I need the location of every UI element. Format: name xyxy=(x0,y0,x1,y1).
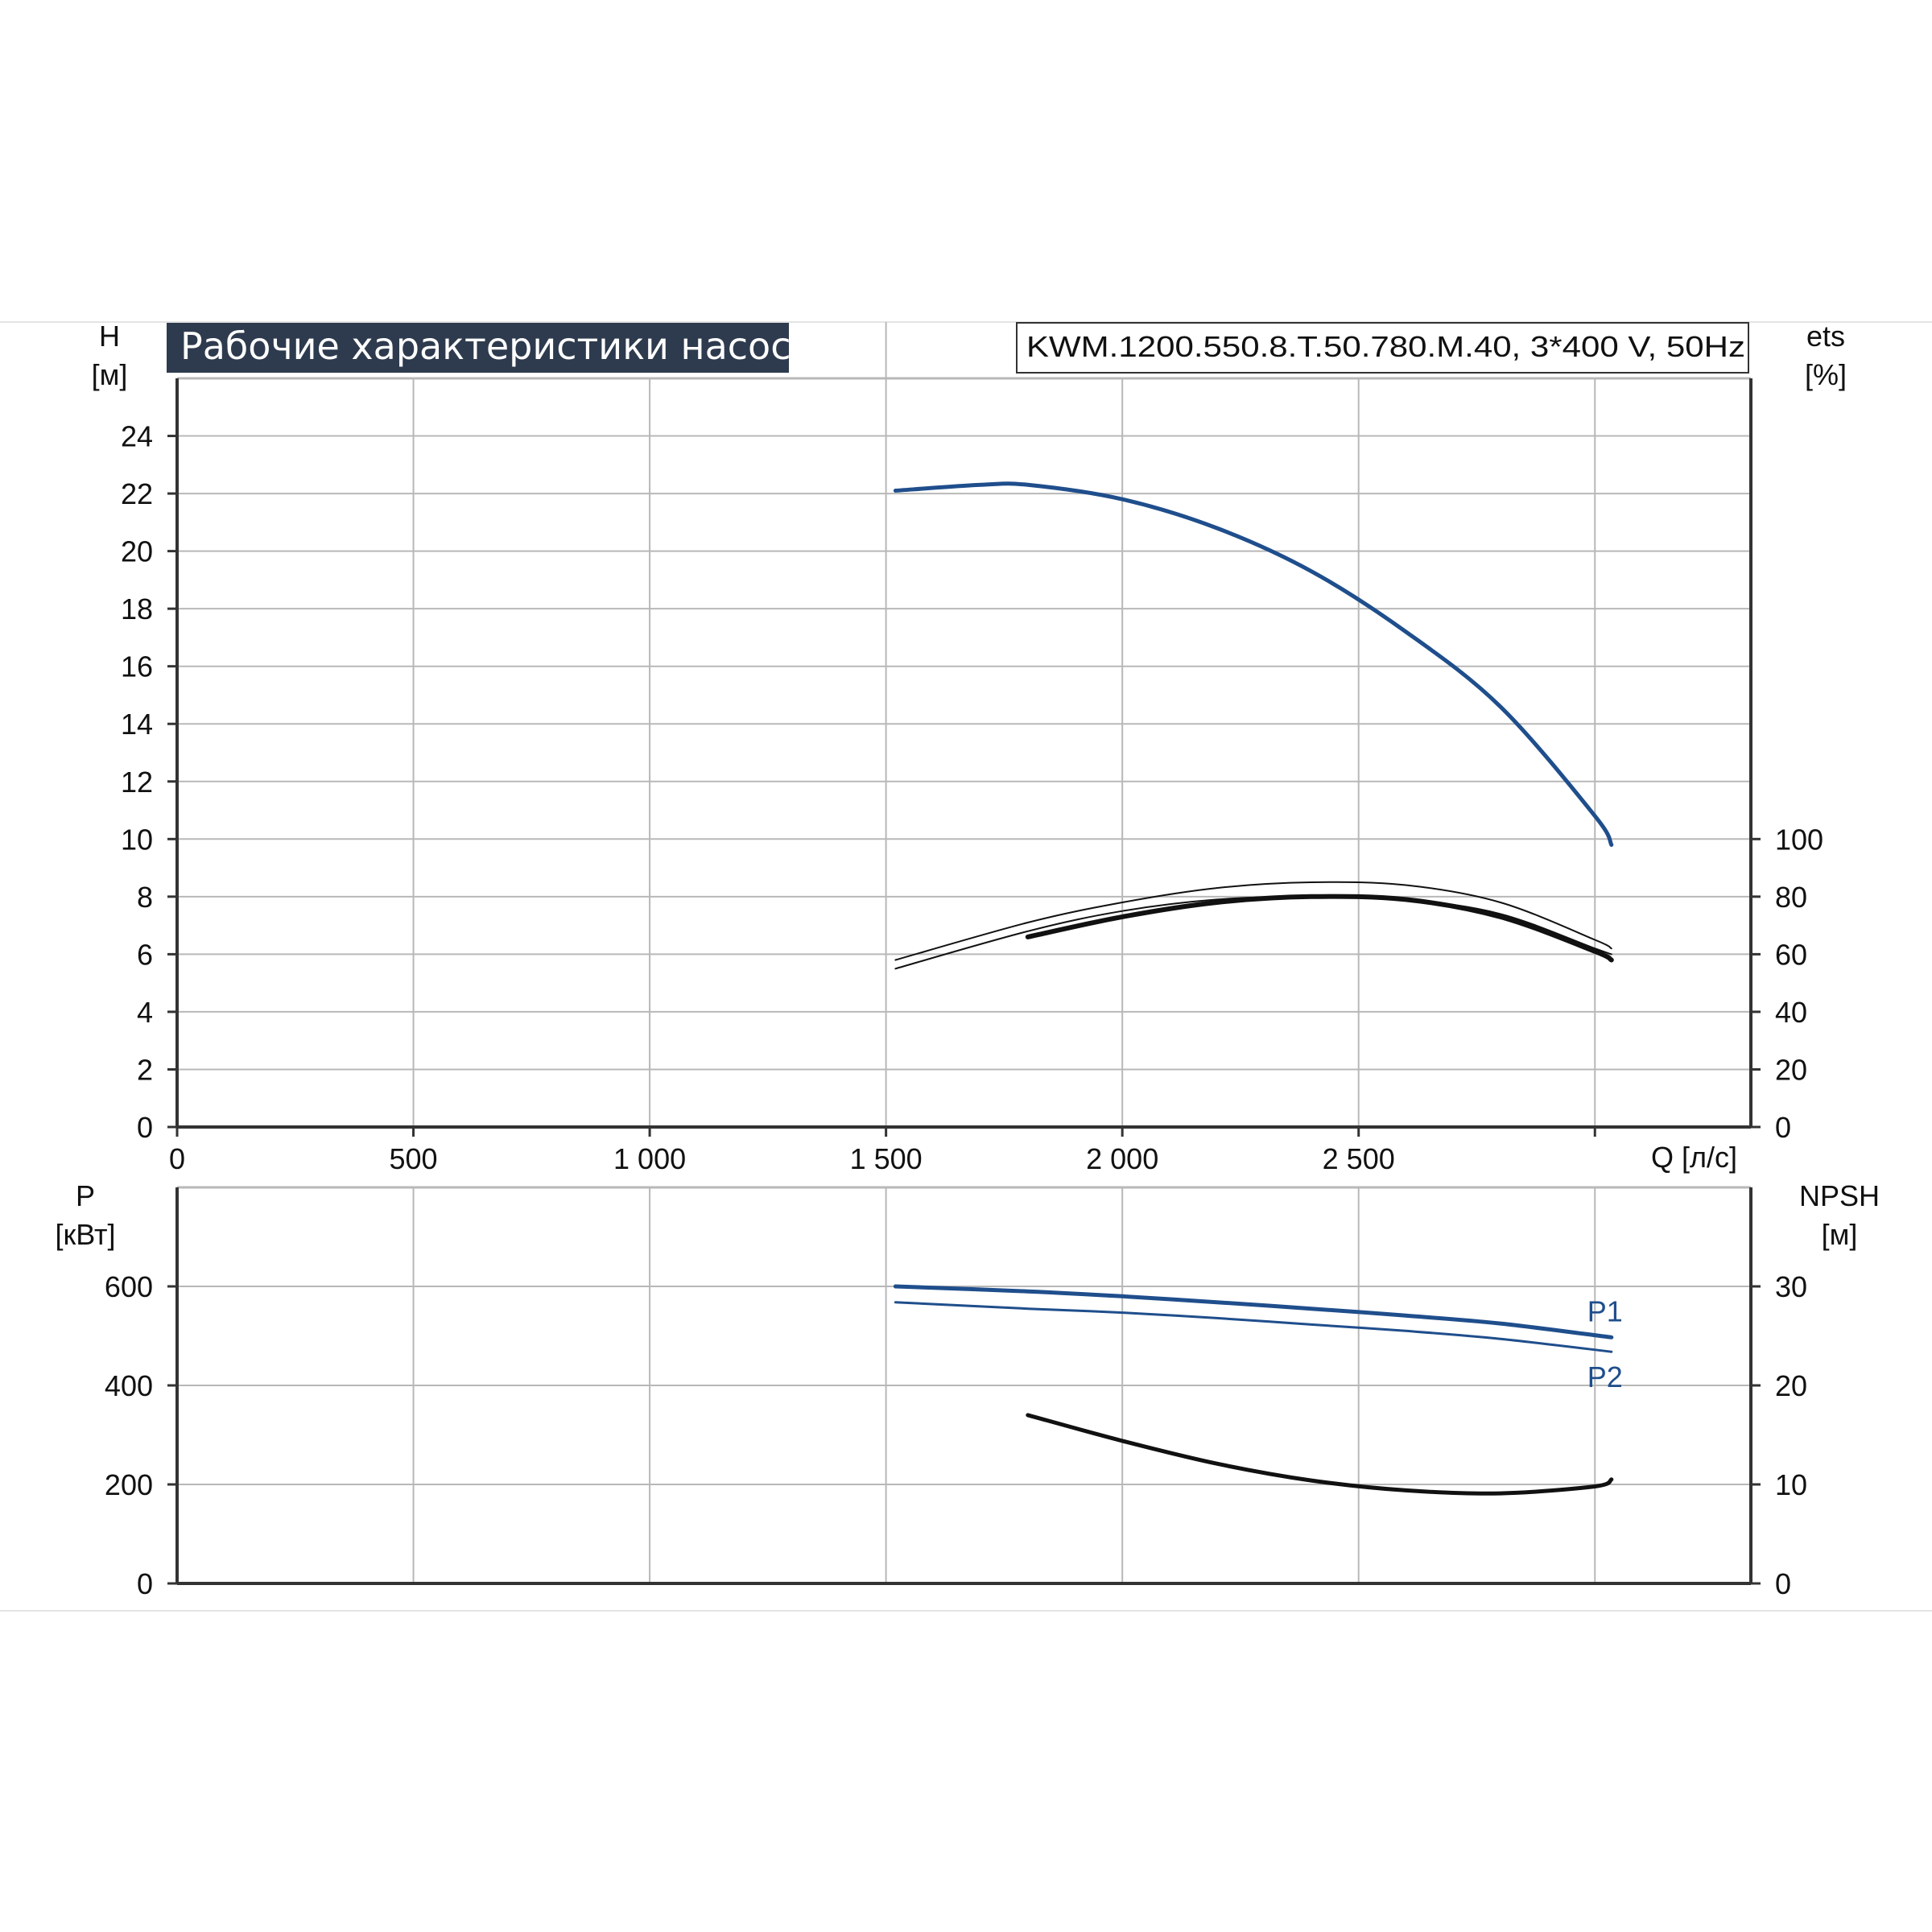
series-p1 xyxy=(893,1284,1614,1340)
top-y2label: ets [%] xyxy=(1805,320,1847,391)
bottom-chart-grid xyxy=(177,1186,1751,1583)
y-tick-label: 4 xyxy=(137,996,153,1029)
y-tick-label: 0 xyxy=(137,1567,153,1600)
y2-tick-label: 20 xyxy=(1775,1053,1807,1086)
y-tick-label: 0 xyxy=(137,1111,153,1144)
series-label-p1: P1 xyxy=(1587,1294,1623,1327)
y2-tick-label: 100 xyxy=(1775,823,1823,856)
y-tick-label: 10 xyxy=(121,823,153,856)
bottom-y2label: NPSH [м] xyxy=(1799,1179,1880,1251)
y-tick-label: 22 xyxy=(121,477,153,510)
y2-tick-label: 80 xyxy=(1775,881,1807,914)
top-chart-series xyxy=(893,481,1614,970)
x-tick-label: 500 xyxy=(390,1142,438,1175)
y-tick-label: 18 xyxy=(121,592,153,625)
y-tick-label: 200 xyxy=(105,1468,153,1501)
series-curve-1-3 xyxy=(894,895,1612,970)
y-tick-label: 16 xyxy=(121,650,153,683)
y-tick-label: 6 xyxy=(137,938,153,971)
model-box xyxy=(1016,322,1749,374)
y2-tick-label: 60 xyxy=(1775,938,1807,971)
chart-title: Рабочие характеристики насоса xyxy=(180,324,814,368)
x-tick-label: 2 500 xyxy=(1323,1142,1395,1175)
y-tick-label: 14 xyxy=(121,708,153,741)
series-label-p2: P2 xyxy=(1587,1360,1623,1393)
y-tick-label: 24 xyxy=(121,420,153,453)
y-tick-label: 600 xyxy=(105,1270,153,1303)
series-p2 xyxy=(894,1301,1613,1353)
x-tick-label: 1 500 xyxy=(850,1142,923,1175)
x-tick-label: 2 000 xyxy=(1086,1142,1158,1175)
bottom-ylabel: P [кВт] xyxy=(55,1179,115,1251)
series-curve-1-1 xyxy=(893,481,1614,847)
y-tick-label: 20 xyxy=(121,535,153,568)
x-tick-label: 0 xyxy=(169,1142,185,1175)
bottom-chart-series: P1 P2 xyxy=(893,1284,1623,1496)
y-tick-label: 400 xyxy=(105,1369,153,1402)
bottom-chart-axes: 0 200 400 600 0 10 20 30 xyxy=(105,1187,1807,1600)
y-tick-label: 8 xyxy=(137,881,153,914)
series-curve-2-3 xyxy=(1026,1413,1614,1496)
x-tick-label: 1 000 xyxy=(613,1142,686,1175)
y-tick-label: 2 xyxy=(137,1053,153,1086)
series-curve-1-4 xyxy=(1025,894,1614,963)
model-label: KWM.1200.550.8.T.50.780.M.40, 3*400 V, 5… xyxy=(1026,330,1745,363)
y2-tick-label: 10 xyxy=(1775,1468,1807,1501)
series-curve-1-2 xyxy=(894,881,1612,961)
y2-tick-label: 30 xyxy=(1775,1270,1807,1303)
title-box xyxy=(167,323,789,373)
y2-tick-label: 0 xyxy=(1775,1111,1791,1144)
y2-tick-label: 0 xyxy=(1775,1567,1791,1600)
y2-tick-label: 40 xyxy=(1775,996,1807,1029)
top-ylabel: H [м] xyxy=(92,320,128,391)
x-axis-label: Q [л/с] xyxy=(1651,1141,1737,1174)
y-tick-label: 12 xyxy=(121,766,153,799)
y2-tick-label: 20 xyxy=(1775,1369,1807,1402)
top-chart-grid xyxy=(177,322,1751,1127)
